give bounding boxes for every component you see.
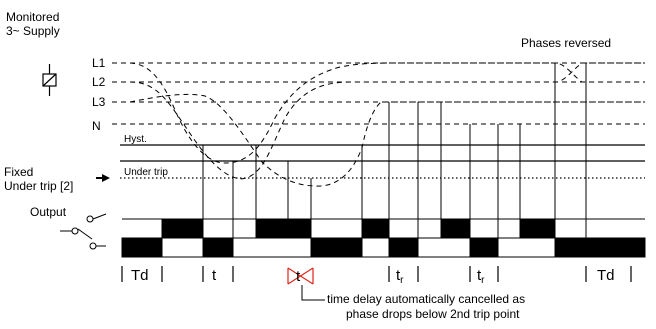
timing-label-td-1: Td (131, 267, 149, 284)
phase-curves (129, 62, 645, 187)
phase-label-l1: L1 (92, 56, 106, 70)
annotation-leader-line (301, 285, 325, 301)
curve-l3 (129, 93, 645, 187)
phases-reversed-label: Phases reversed (521, 36, 611, 50)
monitored-label: Monitored (6, 10, 59, 24)
under-trip-label: Under trip (124, 167, 168, 178)
timing-brackets (121, 266, 632, 282)
timing-label-tr-1: tr (396, 267, 404, 286)
fixed-under-trip-2-label: Under trip [2] (4, 179, 73, 193)
contact-symbol-icon (60, 213, 107, 250)
cancelled-timer-marker: t (287, 267, 314, 285)
phase-label-l3: L3 (92, 95, 106, 109)
timing-label-t-1: t (212, 267, 217, 284)
hyst-label: Hyst. (124, 134, 147, 145)
fixed-label: Fixed (4, 165, 33, 179)
output-label: Output (30, 205, 67, 219)
phase-label-n: N (92, 119, 101, 133)
phase-reference-lines (112, 62, 645, 125)
output-timing-bars (121, 218, 646, 258)
annotation-line-1: time delay automatically cancelled as (327, 292, 525, 306)
curve-l2 (129, 62, 645, 180)
relay-coil-icon (42, 64, 57, 96)
timing-label-tr-2: tr (477, 267, 485, 286)
annotation-line-2: phase drops below 2nd trip point (346, 307, 520, 321)
supply-label: 3~ Supply (6, 24, 60, 38)
timing-label-td-2: Td (597, 267, 615, 284)
arrow-right-icon (96, 174, 110, 182)
curve-l1 (129, 62, 645, 164)
event-markers (202, 63, 587, 238)
phase-label-l2: L2 (92, 75, 106, 89)
timing-label-t-cancelled: t (296, 268, 301, 285)
